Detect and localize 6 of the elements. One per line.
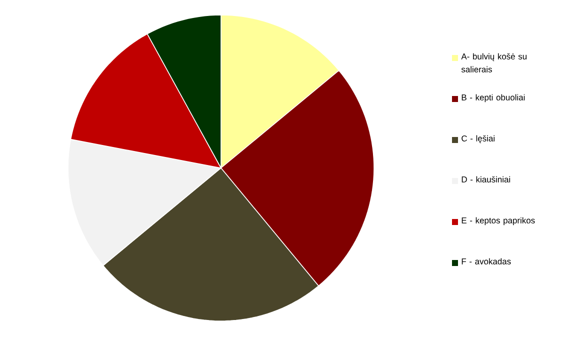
- legend-label: F - avokadas: [462, 258, 511, 264]
- legend-label: C - lęšiai: [462, 135, 494, 144]
- legend-label: E - keptos paprikos: [462, 217, 535, 226]
- legend-label: B - kepti obuoliai: [462, 94, 525, 102]
- legend-label: D - kiaušiniai: [462, 176, 510, 182]
- legend-label: A- bulvių košė su salierais: [461, 53, 527, 72]
